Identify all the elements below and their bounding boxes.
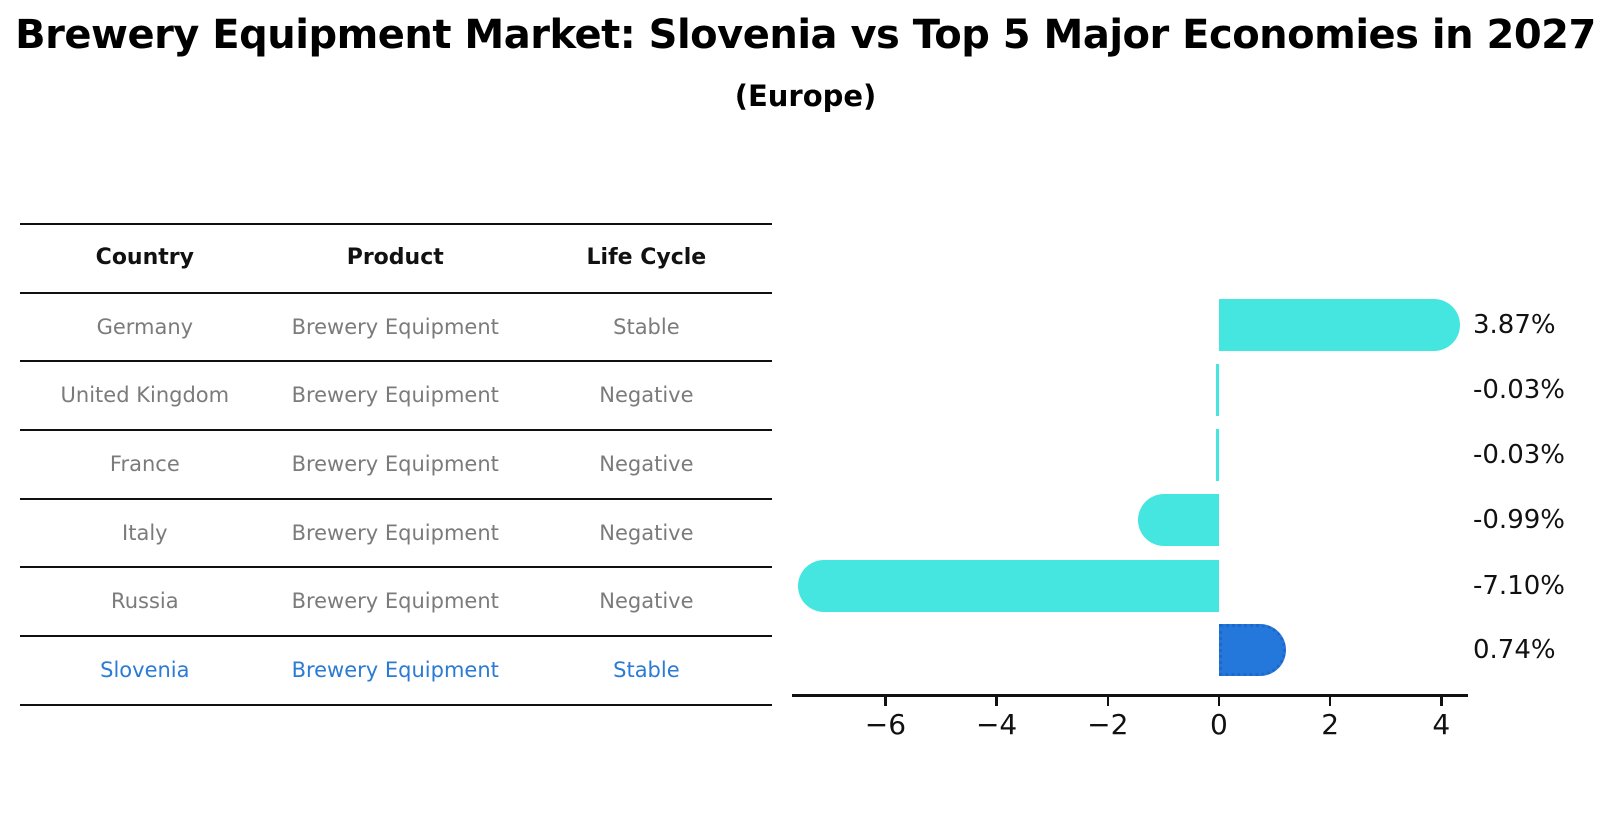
table-row: United Kingdom Brewery Equipment Negative [20, 362, 772, 432]
bar-italy [1137, 494, 1219, 546]
x-axis-tick-label: −6 [864, 708, 907, 741]
table-row-cell: Negative [599, 589, 694, 614]
table-row: France Brewery Equipment Negative [20, 431, 772, 500]
table-row-cell: Brewery Equipment [291, 520, 499, 545]
table-row-cell: Slovenia [100, 658, 190, 683]
bar-value-label: -0.03% [1473, 375, 1565, 405]
table-header-row-cell: Life Cycle [586, 245, 707, 270]
bar-slovenia [1218, 624, 1287, 676]
table-row-cell: Negative [599, 383, 694, 408]
x-axis-line [792, 694, 1468, 697]
x-axis-tick [1106, 696, 1109, 706]
x-axis-tick [1328, 696, 1332, 706]
chart-subtitle: (Europe) [734, 79, 877, 113]
x-axis-tick-label: 2 [1321, 708, 1340, 741]
table-header-row-cell: Country [95, 245, 194, 270]
bar-germany [1218, 299, 1461, 351]
table-row: Germany Brewery Equipment Stable [20, 294, 772, 363]
bar-value-label: -0.99% [1473, 505, 1565, 535]
table-row-cell: United Kingdom [60, 383, 230, 408]
bar-value-label: -7.10% [1473, 571, 1565, 601]
x-axis-tick-label: −4 [975, 708, 1018, 741]
table-header-row-cell: Product [346, 245, 444, 270]
table-row-cell: France [109, 452, 180, 477]
table-row-cell: Stable [613, 658, 680, 683]
table-row-cell: Negative [599, 452, 694, 477]
bar-france [1216, 429, 1219, 481]
bar-value-label: 0.74% [1473, 635, 1556, 665]
table-row: Slovenia Brewery Equipment Stable [20, 637, 772, 706]
bar-united-kingdom [1216, 364, 1219, 416]
bar-value-label: 3.87% [1473, 310, 1556, 340]
table-row-cell: Stable [613, 314, 680, 339]
x-axis-tick [995, 696, 998, 706]
table-row-cell: Brewery Equipment [291, 314, 499, 339]
x-axis-tick [884, 696, 887, 706]
table-row-cell: Italy [122, 520, 168, 545]
table-row-cell: Germany [96, 314, 194, 339]
x-axis-tick-label: 4 [1432, 708, 1451, 741]
table-row-cell: Brewery Equipment [291, 658, 499, 683]
data-table: Country Product Life Cycle Germany Brewery E… [20, 223, 772, 706]
x-axis-tick [1440, 696, 1443, 706]
x-axis-tick-label: 0 [1210, 708, 1228, 741]
bar-value-label: -0.03% [1473, 440, 1565, 470]
table-row-cell: Brewery Equipment [291, 452, 499, 477]
table-row-cell: Brewery Equipment [291, 589, 499, 614]
table-header-row: Country Product Life Cycle [20, 225, 772, 294]
table-row-cell: Russia [111, 589, 179, 614]
table-row-cell: Brewery Equipment [291, 383, 499, 408]
x-axis-tick [1217, 696, 1221, 706]
x-axis-tick-label: −2 [1087, 708, 1129, 741]
chart-title: Brewery Equipment Market: Slovenia vs To… [15, 12, 1596, 58]
table-row: Russia Brewery Equipment Negative [20, 568, 772, 638]
bar-russia [798, 560, 1219, 612]
table-row-cell: Negative [599, 520, 694, 545]
table-row: Italy Brewery Equipment Negative [20, 500, 772, 569]
